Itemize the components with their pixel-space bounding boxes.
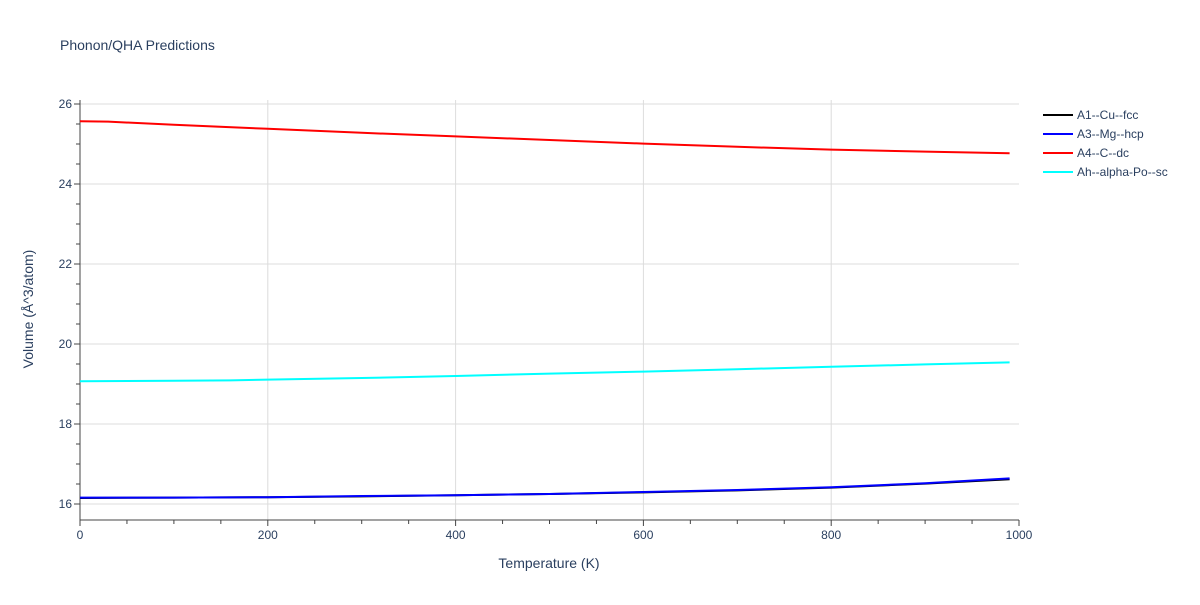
- chart-title: Phonon/QHA Predictions: [60, 37, 215, 53]
- legend-label: A3--Mg--hcp: [1077, 127, 1144, 141]
- y-tick-label: 26: [59, 97, 73, 111]
- y-tick-label: 18: [59, 417, 73, 431]
- legend-label: A4--C--dc: [1077, 146, 1129, 160]
- series-line-ah-alpha-po-sc: [79, 361, 1010, 383]
- y-tick-label: 16: [59, 497, 73, 511]
- series-line-a4-c-dc: [79, 120, 1010, 155]
- series-line-a3-mg-hcp: [80, 477, 1010, 499]
- legend[interactable]: A1--Cu--fcc A3--Mg--hcp A4--C--dc Ah--alpha…: [1043, 108, 1168, 179]
- y-tick-label: 22: [59, 257, 73, 271]
- x-tick-label: 800: [821, 528, 841, 542]
- legend-label: Ah--alpha-Po--sc: [1077, 165, 1168, 179]
- legend-item[interactable]: Ah--alpha-Po--sc: [1043, 165, 1168, 179]
- x-tick-label: 0: [77, 528, 84, 542]
- x-tick-label: 400: [446, 528, 466, 542]
- grid-lines: [80, 100, 1019, 520]
- x-tick-label: 600: [633, 528, 653, 542]
- y-tick-label: 24: [59, 177, 73, 191]
- axes: 0 200 400 600 800 1000 16 18 20 22 24 26: [59, 97, 1033, 542]
- legend-label: A1--Cu--fcc: [1077, 108, 1138, 122]
- y-axis-title: Volume (Å^3/atom): [20, 250, 36, 369]
- legend-item[interactable]: A3--Mg--hcp: [1043, 127, 1144, 141]
- x-axis-title: Temperature (K): [498, 555, 599, 571]
- x-tick-label: 200: [258, 528, 278, 542]
- series-lines: [79, 120, 1010, 499]
- y-tick-label: 20: [59, 337, 73, 351]
- x-tick-label: 1000: [1006, 528, 1033, 542]
- legend-item[interactable]: A4--C--dc: [1043, 146, 1129, 160]
- legend-item[interactable]: A1--Cu--fcc: [1043, 108, 1138, 122]
